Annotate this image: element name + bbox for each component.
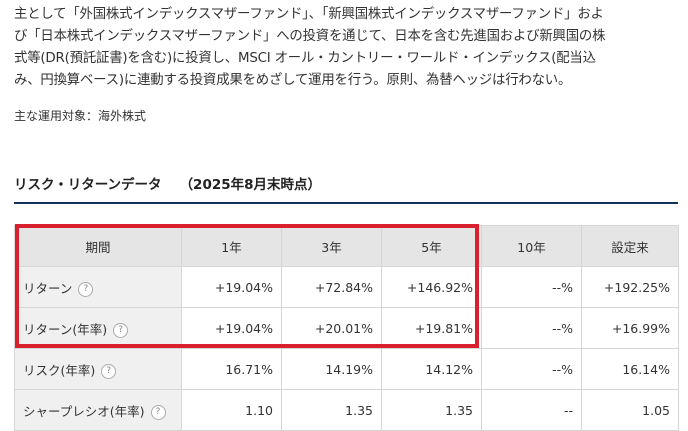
cell-value: 16.14%: [581, 348, 679, 390]
table-row: リターン(年率)? +19.04% +20.01% +19.81% --% +1…: [14, 307, 679, 349]
help-icon[interactable]: ?: [150, 404, 166, 420]
row-label-text: リターン(年率): [23, 321, 108, 337]
table-row: シャープレシオ(年率)? 1.10 1.35 1.35 -- 1.05: [14, 389, 679, 431]
row-label-annual-return: リターン(年率)?: [14, 307, 182, 349]
fund-description: 主として「外国株式インデックスマザーファンド」、「新興国株式インデックスマザーフ…: [14, 4, 674, 92]
cell-value: +16.99%: [581, 307, 679, 349]
cell-value: 1.35: [381, 389, 482, 431]
row-label-text: リスク(年率): [23, 362, 96, 378]
row-label-risk: リスク(年率)?: [14, 348, 182, 390]
header-3y: 3年: [281, 225, 382, 267]
cell-value: +19.04%: [181, 266, 282, 308]
help-icon[interactable]: ?: [101, 363, 117, 379]
cell-value: --: [481, 389, 582, 431]
cell-value: 16.71%: [181, 348, 282, 390]
section-title: リスク・リターンデータ （2025年8月末時点）: [14, 174, 678, 204]
help-icon[interactable]: ?: [113, 322, 129, 338]
as-of-date: （2025年8月末時点）: [179, 177, 322, 193]
cell-value: +19.81%: [381, 307, 482, 349]
header-period: 期間: [14, 225, 182, 267]
cell-value: --%: [481, 266, 582, 308]
description-line: み、円換算ベース)に連動する投資成果をめざして運用を行う。原則、為替ヘッジは行わ…: [14, 73, 572, 88]
header-since-inception: 設定来: [581, 225, 679, 267]
cell-value: +146.92%: [381, 266, 482, 308]
risk-return-table: 期間 1年 3年 5年 10年 設定来 リターン? +19.04% +72.84…: [14, 225, 679, 431]
cell-value: --%: [481, 307, 582, 349]
row-label-sharpe: シャープレシオ(年率)?: [14, 389, 182, 431]
cell-value: +72.84%: [281, 266, 382, 308]
help-icon[interactable]: ?: [78, 281, 94, 297]
table-row: リスク(年率)? 16.71% 14.19% 14.12% --% 16.14%: [14, 348, 679, 390]
cell-value: 1.35: [281, 389, 382, 431]
cell-value: +192.25%: [581, 266, 679, 308]
cell-value: 1.10: [181, 389, 282, 431]
description-line: 式等(DR(預託証書)を含む)に投資し、MSCI オール・カントリー・ワールド・…: [14, 51, 596, 66]
cell-value: 14.12%: [381, 348, 482, 390]
header-10y: 10年: [481, 225, 582, 267]
description-line: び「日本株式インデックスマザーファンド」への投資を通じて、日本を含む先進国および…: [14, 29, 606, 44]
header-5y: 5年: [381, 225, 482, 267]
cell-value: 1.05: [581, 389, 679, 431]
cell-value: 14.19%: [281, 348, 382, 390]
cell-value: +20.01%: [281, 307, 382, 349]
investment-target: 主な運用対象：海外株式: [14, 109, 147, 123]
description-line: 主として「外国株式インデックスマザーファンド」、「新興国株式インデックスマザーフ…: [14, 7, 604, 22]
table-header-row: 期間 1年 3年 5年 10年 設定来: [14, 225, 679, 267]
table-row: リターン? +19.04% +72.84% +146.92% --% +192.…: [14, 266, 679, 308]
header-1y: 1年: [181, 225, 282, 267]
row-label-text: リターン: [23, 280, 73, 296]
section-title-text: リスク・リターンデータ: [14, 177, 162, 193]
cell-value: --%: [481, 348, 582, 390]
row-label-text: シャープレシオ(年率): [23, 403, 145, 419]
cell-value: +19.04%: [181, 307, 282, 349]
row-label-return: リターン?: [14, 266, 182, 308]
